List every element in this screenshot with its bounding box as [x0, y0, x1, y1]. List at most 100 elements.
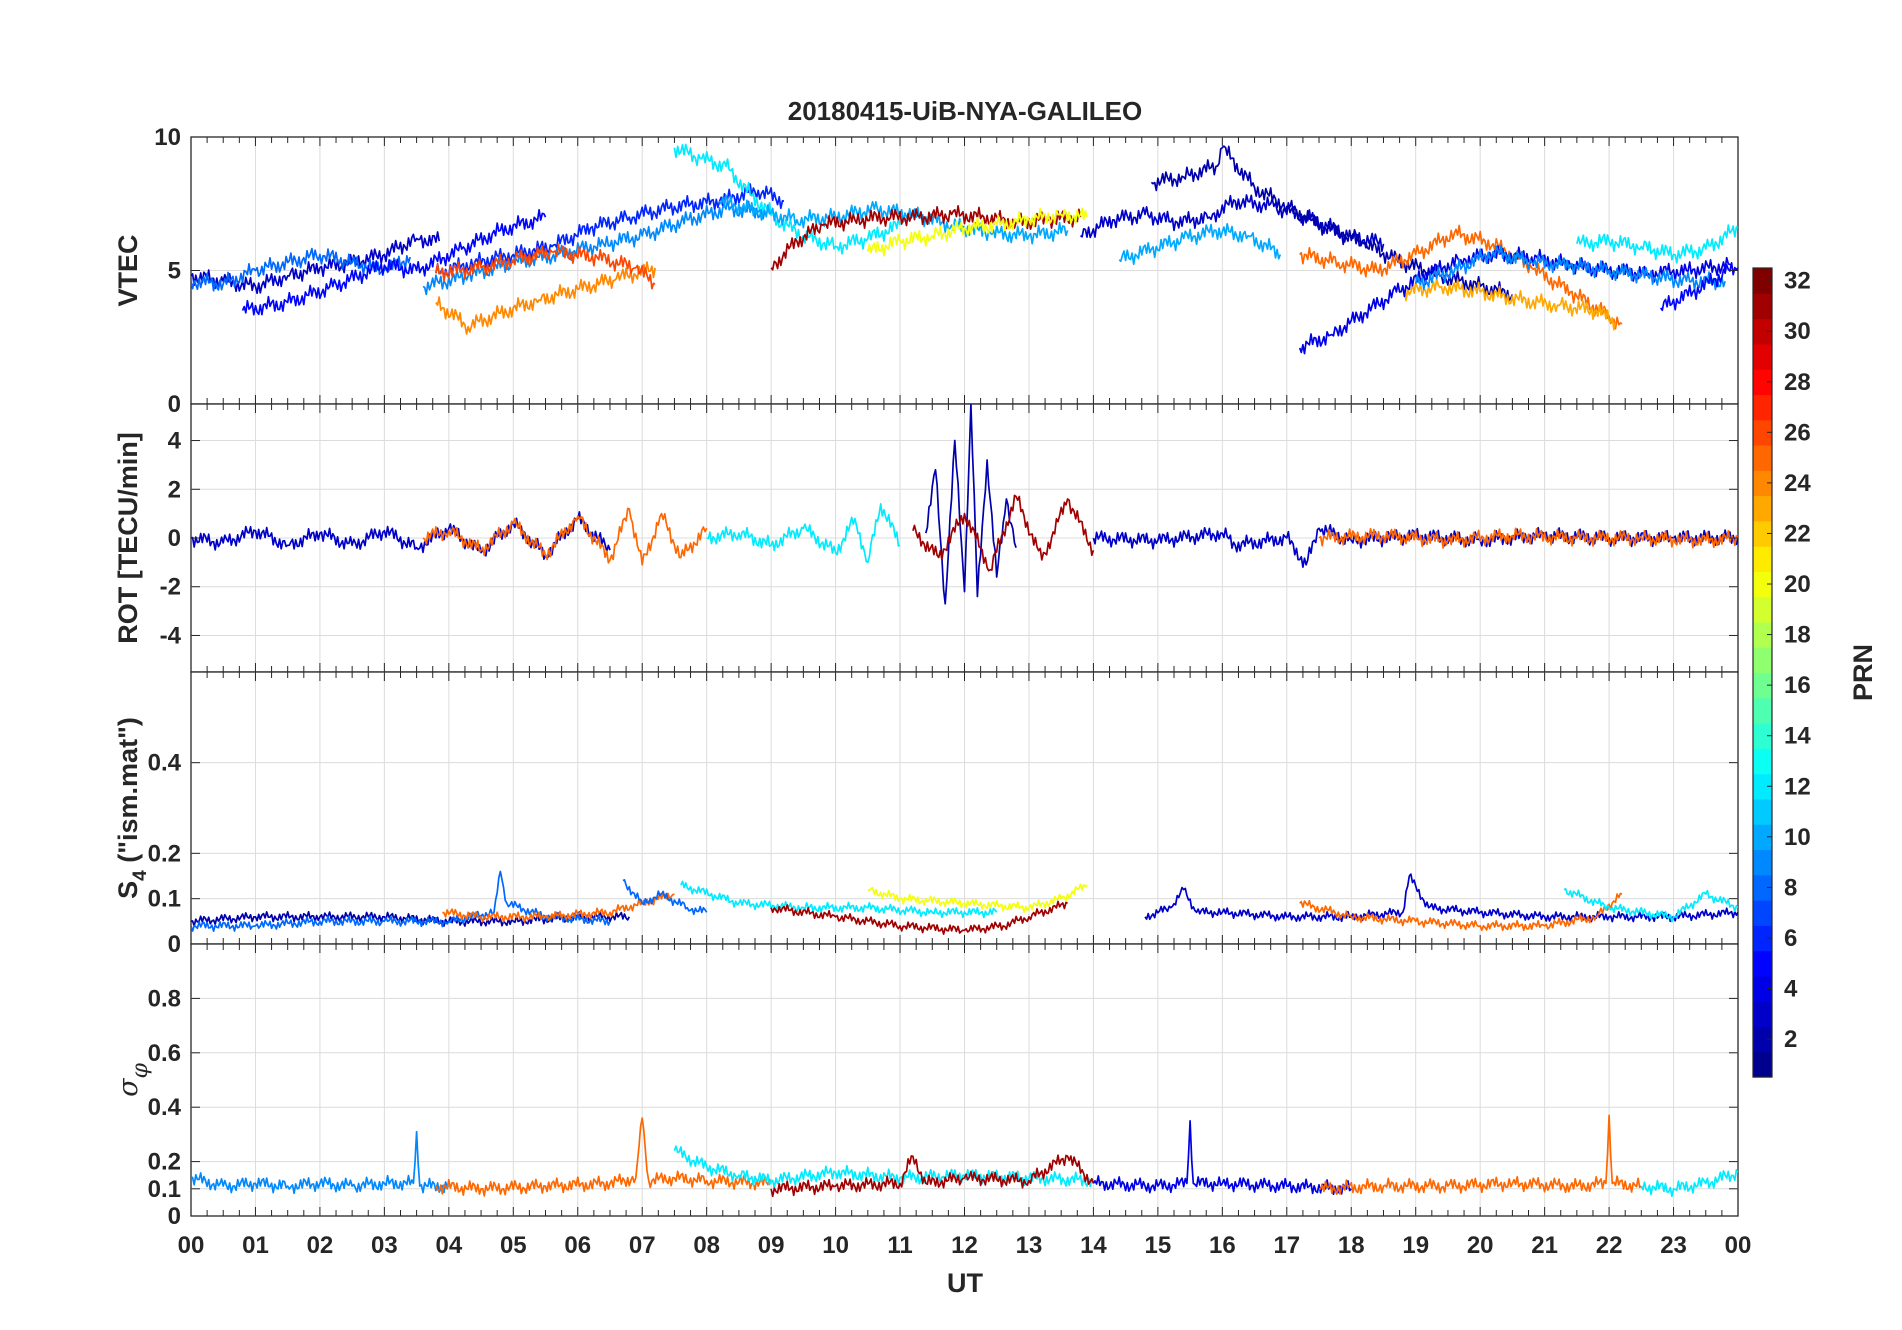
series-line-prn-5: [1659, 261, 1738, 312]
colorbar-tick-label: 2: [1784, 1026, 1797, 1053]
series-line-prn-12: [1640, 1168, 1738, 1198]
colorbar-segment: [1753, 596, 1772, 623]
colorbar-tick-label: 28: [1784, 369, 1811, 396]
colorbar-segment: [1753, 824, 1772, 851]
colorbar-segment: [1753, 697, 1772, 724]
x-tick-label: 19: [1402, 1232, 1429, 1259]
colorbar-tick-label: 30: [1784, 318, 1811, 345]
series-line-prn-25: [1299, 892, 1623, 932]
y-tick-label: 0.1: [148, 886, 181, 913]
x-tick-label: 21: [1531, 1232, 1558, 1259]
x-tick-label: 05: [500, 1232, 527, 1259]
panel-rot: -4 -2 0 2 4 ROT [TECU/min]: [113, 403, 1739, 673]
colorbar-segment: [1753, 773, 1772, 800]
series-line-prn-3: [191, 511, 611, 560]
colorbar-tick-label: 32: [1784, 268, 1811, 295]
colorbar-segment: [1753, 925, 1772, 952]
x-tick-label: 01: [242, 1232, 269, 1259]
y-tick-label: -2: [160, 574, 181, 601]
y-tick-label: 0.4: [148, 1094, 182, 1121]
colorbar-segment: [1753, 293, 1772, 320]
colorbar-tick-label: 14: [1784, 723, 1811, 750]
colorbar-segment: [1753, 520, 1772, 547]
x-tick-label: 17: [1273, 1232, 1300, 1259]
panel-s4: 0 0.1 0.2 0.4S4 ("ism.mat"): [113, 671, 1739, 958]
colorbar-segment: [1753, 394, 1772, 421]
x-tick-label: 22: [1596, 1232, 1623, 1259]
series-line-prn-24: [435, 261, 656, 335]
colorbar-tick-label: 12: [1784, 773, 1811, 800]
series-line-prn-10: [1118, 222, 1282, 266]
series-line-prn-9: [422, 199, 766, 296]
x-tick-label: 13: [1016, 1232, 1043, 1259]
x-tick-label: 14: [1080, 1232, 1107, 1259]
panel-sigma_phi: 00.10.2 0.4 0.6 0.8 σφ: [113, 943, 1739, 1230]
colorbar-segment: [1753, 950, 1772, 977]
colorbar-segment: [1753, 1001, 1772, 1028]
series-line-prn-12: [1563, 887, 1738, 923]
colorbar-segment: [1753, 1026, 1772, 1053]
traces: [191, 1114, 1738, 1198]
series-line-prn-9: [191, 1130, 450, 1195]
colorbar-segment: [1753, 419, 1772, 446]
colorbar-tick-label: 24: [1784, 470, 1811, 497]
x-tick-label: 18: [1338, 1232, 1365, 1259]
colorbar-tick-label: 4: [1784, 976, 1798, 1003]
x-tick-label: 07: [629, 1232, 656, 1259]
series-line-prn-3: [191, 231, 441, 295]
series-line-prn-25: [1318, 1114, 1642, 1195]
colorbar-segment: [1753, 748, 1772, 775]
colorbar-segment: [1753, 1051, 1772, 1078]
x-tick-label: 23: [1660, 1232, 1687, 1259]
y-tick-label: 0: [168, 931, 181, 958]
series-line-prn-12: [706, 503, 901, 564]
colorbar-segment: [1753, 672, 1772, 699]
series-line-prn-25: [1318, 527, 1738, 549]
series-line-prn-3: [1092, 523, 1738, 568]
x-tick-label: 11: [887, 1232, 912, 1259]
colorbar-segment: [1753, 470, 1772, 497]
colorbar-segment: [1753, 849, 1772, 876]
x-tick-label: 09: [758, 1232, 785, 1259]
y-tick-label: 0.1: [148, 1176, 181, 1203]
colorbar-tick-label: 18: [1784, 622, 1811, 649]
x-tick-label: 16: [1209, 1232, 1236, 1259]
x-axis-title: UT: [947, 1268, 983, 1298]
colorbar-segment: [1753, 444, 1772, 471]
series-line-prn-9: [1414, 244, 1726, 291]
series-line-prn-10: [718, 194, 1069, 245]
colorbar-tick-label: 6: [1784, 925, 1797, 952]
y-tick-label: 0.6: [148, 1040, 181, 1067]
colorbar-tick-label: 26: [1784, 419, 1811, 446]
y-tick-label: 2: [168, 476, 181, 503]
chart-title: 20180415-UiB-NYA-GALILEO: [788, 96, 1143, 126]
series-line-prn-31: [912, 494, 1095, 572]
y-axis-title: VTEC: [113, 234, 143, 306]
colorbar-tick-label: 10: [1784, 824, 1811, 851]
series-line-prn-12: [680, 880, 998, 919]
x-tick-label: 03: [371, 1232, 398, 1259]
y-tick-label: 0: [168, 1203, 181, 1230]
y-tick-label: 10: [154, 124, 181, 151]
colorbar-segment: [1753, 268, 1772, 294]
colorbar-segment: [1753, 571, 1772, 598]
y-axis-title: S4 ("ism.mat"): [113, 717, 151, 899]
y-tick-label: 0.2: [148, 1149, 181, 1176]
series-line-prn-2: [1150, 145, 1514, 302]
series-line-prn-3: [1144, 873, 1738, 923]
colorbar-segment: [1753, 546, 1772, 572]
y-tick-label: 5: [168, 258, 181, 285]
x-tick-label: 08: [693, 1232, 720, 1259]
colorbar-tick-label: 20: [1784, 571, 1811, 598]
colorbar-segment: [1753, 723, 1772, 749]
x-tick-label: 10: [822, 1232, 849, 1259]
traces: [191, 143, 1738, 355]
series-line-prn-25: [422, 507, 708, 566]
x-tick-label: 02: [307, 1232, 334, 1259]
colorbar-tick-label: 22: [1784, 520, 1811, 547]
series-line-prn-5: [241, 209, 547, 316]
x-tick-label: 06: [564, 1232, 591, 1259]
